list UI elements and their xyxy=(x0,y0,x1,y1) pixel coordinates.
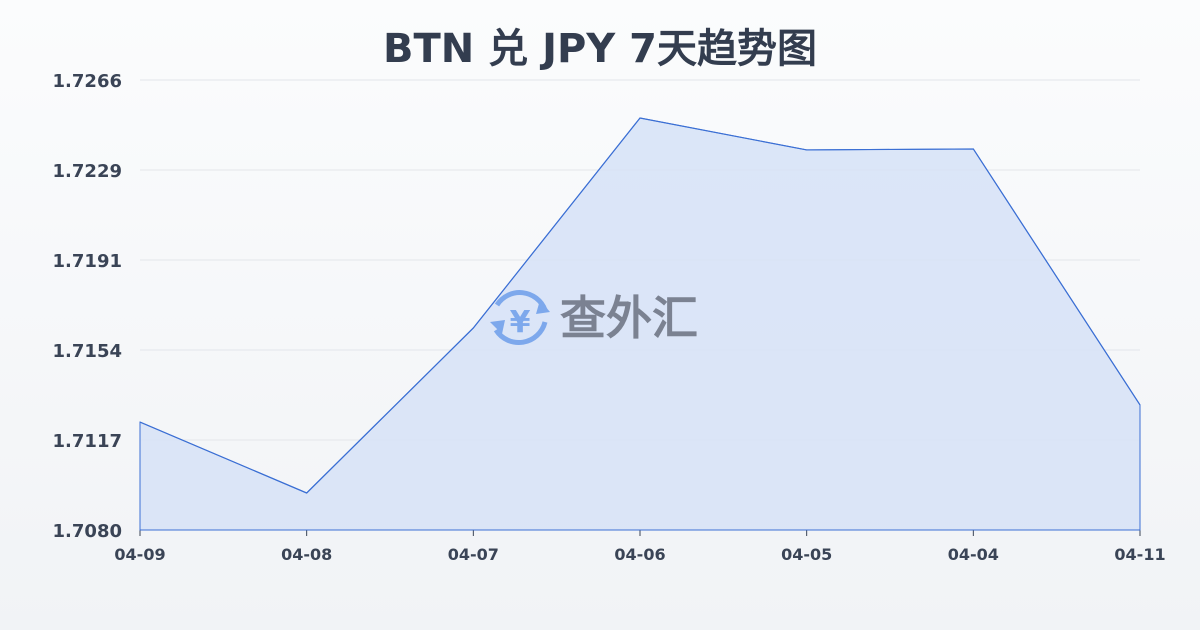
y-tick-label: 1.7191 xyxy=(53,251,122,272)
svg-text:¥: ¥ xyxy=(510,305,531,340)
watermark-text: 查外汇 xyxy=(560,291,698,345)
yen-exchange-icon: ¥ xyxy=(490,290,550,345)
x-tick-label: 04-08 xyxy=(281,545,332,564)
x-tick-label: 04-04 xyxy=(948,545,999,564)
x-tick-label: 04-05 xyxy=(781,545,832,564)
chart-title: BTN 兑 JPY 7天趋势图 xyxy=(383,26,817,72)
x-tick-label: 04-06 xyxy=(614,545,665,564)
y-tick-label: 1.7117 xyxy=(53,431,122,452)
y-tick-label: 1.7266 xyxy=(53,71,122,92)
watermark: ¥ 查外汇 xyxy=(490,290,698,345)
y-tick-label: 1.7154 xyxy=(53,341,122,362)
y-tick-label: 1.7080 xyxy=(53,521,122,542)
x-tick-label: 04-11 xyxy=(1114,545,1165,564)
x-tick-label: 04-09 xyxy=(114,545,165,564)
x-tick-label: 04-07 xyxy=(448,545,499,564)
y-tick-label: 1.7229 xyxy=(53,161,122,182)
